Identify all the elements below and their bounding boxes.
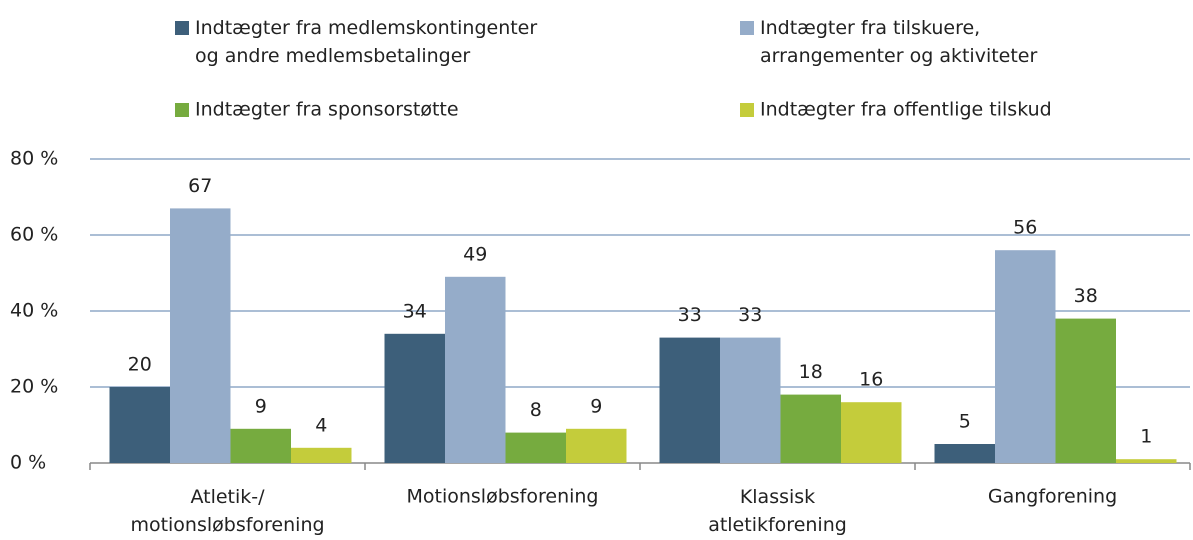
bar xyxy=(291,447,352,463)
x-tick-label: Klassisk atletikforening xyxy=(708,486,847,536)
data-label: 20 xyxy=(128,354,152,376)
y-tick-label: 40 % xyxy=(10,300,58,322)
data-label: 8 xyxy=(530,399,542,421)
bar xyxy=(445,276,506,463)
bar xyxy=(109,387,170,463)
data-label: 5 xyxy=(959,411,971,433)
bar xyxy=(505,432,566,463)
x-tick-label: Atletik-/motionsløbsforening xyxy=(130,486,324,536)
data-label: 34 xyxy=(403,300,427,322)
y-tick-label: 60 % xyxy=(10,224,58,246)
data-label: 9 xyxy=(590,395,602,417)
bar xyxy=(780,394,841,463)
legend-label: Indtægter fra medlemskontingenter og andr… xyxy=(195,17,537,67)
y-tick-label: 80 % xyxy=(10,148,58,170)
legend-swatch xyxy=(175,21,189,35)
legend-label: Indtægter fra offentlige tilskud xyxy=(760,99,1052,121)
data-label: 67 xyxy=(188,175,212,197)
bar xyxy=(1116,459,1177,463)
data-label: 9 xyxy=(255,395,267,417)
data-label: 18 xyxy=(799,361,823,383)
legend-swatch xyxy=(740,103,754,117)
bar xyxy=(230,428,291,463)
legend-swatch xyxy=(740,21,754,35)
bar xyxy=(1055,318,1116,463)
data-label: 33 xyxy=(678,304,702,326)
y-tick-label: 0 % xyxy=(10,452,46,474)
data-label: 38 xyxy=(1074,285,1098,307)
y-tick-label: 20 % xyxy=(10,376,58,398)
bar xyxy=(170,208,231,463)
x-tick-label: Gangforening xyxy=(988,486,1117,508)
data-label: 49 xyxy=(463,243,487,265)
bar xyxy=(566,428,627,463)
data-label: 4 xyxy=(315,414,327,436)
bar xyxy=(841,402,902,463)
x-tick-label: Motionsløbsforening xyxy=(407,486,599,508)
legend-label: Indtægter fra tilskuere, arrangementer og… xyxy=(760,17,1037,67)
legend-swatch xyxy=(175,103,189,117)
data-label: 56 xyxy=(1013,217,1037,239)
data-label: 33 xyxy=(738,304,762,326)
data-label: 16 xyxy=(859,369,883,391)
legend-label: Indtægter fra sponsorstøtte xyxy=(195,99,459,121)
bar xyxy=(659,337,720,463)
data-label: 1 xyxy=(1140,426,1152,448)
bar xyxy=(384,333,445,463)
bar xyxy=(995,250,1056,463)
bar xyxy=(720,337,781,463)
bar xyxy=(934,444,995,463)
